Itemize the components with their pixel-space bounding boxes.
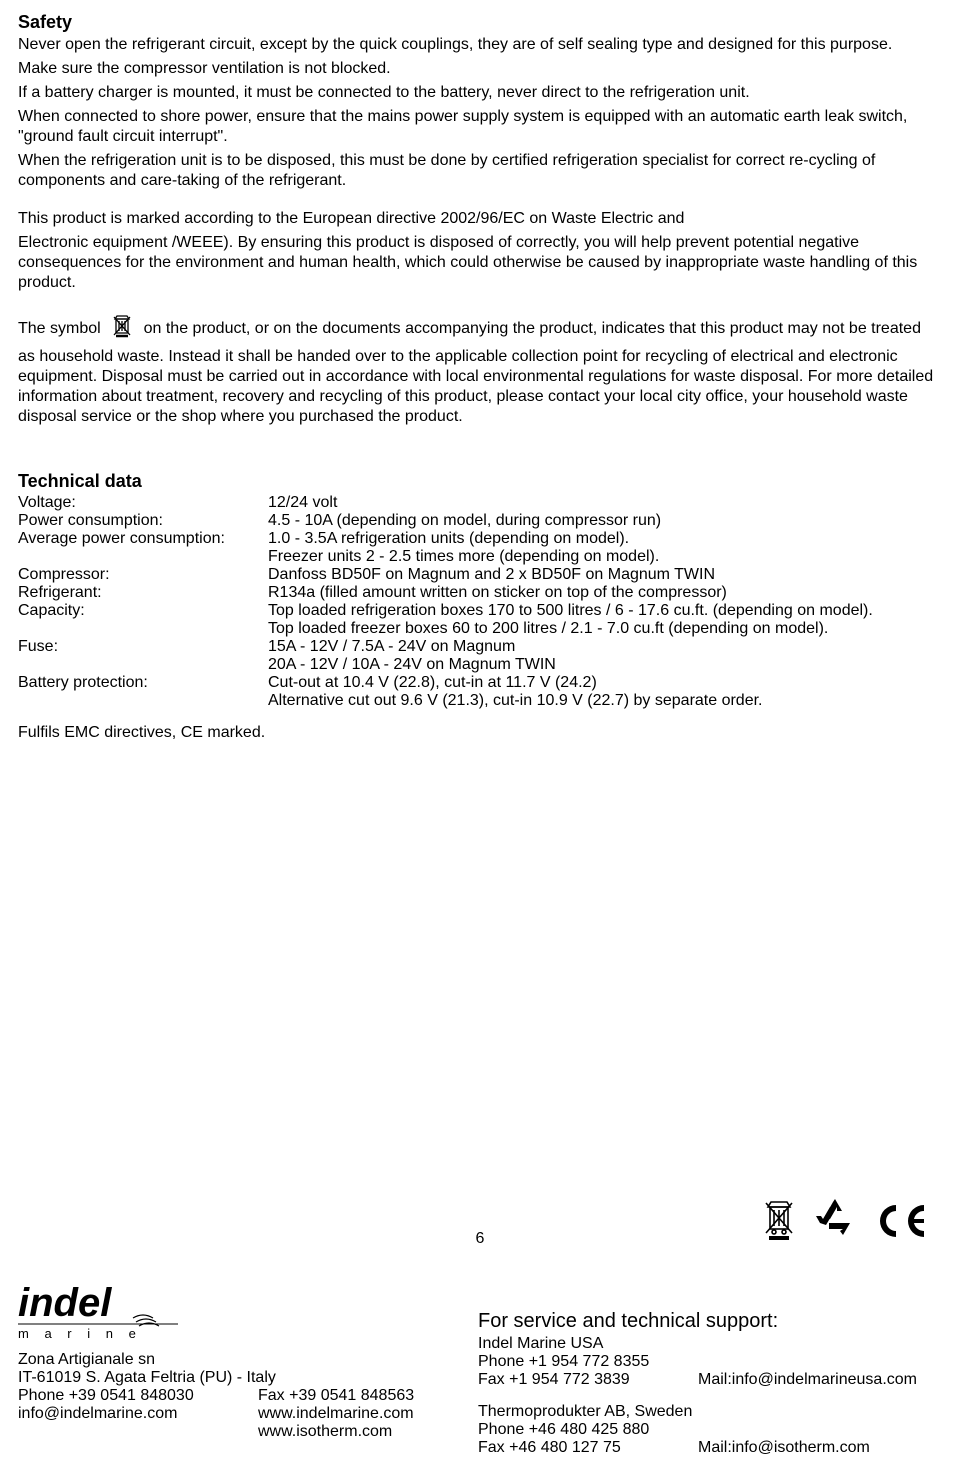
safety-p5: When the refrigeration unit is to be dis… [18, 151, 942, 191]
power-value: 4.5 - 10A (depending on model, during co… [268, 512, 942, 530]
capacity-value-2: Top loaded freezer boxes 60 to 200 litre… [268, 620, 942, 638]
ce-mark-icon [872, 1201, 930, 1246]
refrigerant-label: Refrigerant: [18, 584, 268, 602]
address-line-2: IT-61019 S. Agata Feltria (PU) - Italy [18, 1369, 458, 1387]
usa-mail: Mail:info@indelmarineusa.com [698, 1371, 917, 1389]
web-2: www.isotherm.com [258, 1423, 392, 1441]
safety-p1: Never open the refrigerant circuit, exce… [18, 35, 942, 55]
symbol-paragraph: The symbol on the product, or on the doc… [18, 311, 942, 427]
usa-phone: Phone +1 954 772 8355 [478, 1353, 942, 1371]
safety-p3: If a battery charger is mounted, it must… [18, 83, 942, 103]
power-label: Power consumption: [18, 512, 268, 530]
phone: Phone +39 0541 848030 [18, 1387, 218, 1405]
sweden-mail: Mail:info@isotherm.com [698, 1439, 870, 1457]
capacity-label: Capacity: [18, 602, 268, 620]
compliance-icons [760, 1195, 930, 1246]
capacity-value-1: Top loaded refrigeration boxes 170 to 50… [268, 602, 942, 620]
usa-name: Indel Marine USA [478, 1335, 942, 1353]
safety-p7: Electronic equipment /WEEE). By ensuring… [18, 233, 942, 293]
svg-text:m a r i n e: m a r i n e [18, 1326, 142, 1340]
weee-bin-icon [760, 1195, 798, 1246]
voltage-value: 12/24 volt [268, 494, 942, 512]
fuse-label: Fuse: [18, 638, 268, 656]
safety-p2: Make sure the compressor ventilation is … [18, 59, 942, 79]
footer-right: For service and technical support: Indel… [478, 1280, 942, 1457]
safety-p4: When connected to shore power, ensure th… [18, 107, 942, 147]
service-title: For service and technical support: [478, 1310, 942, 1333]
voltage-label: Voltage: [18, 494, 268, 512]
fuse-value-1: 15A - 12V / 7.5A - 24V on Magnum [268, 638, 942, 656]
refrigerant-value: R134a (filled amount written on sticker … [268, 584, 942, 602]
symbol-pre-text: The symbol [18, 320, 101, 337]
page-number: 6 [476, 1230, 485, 1248]
address-line-1: Zona Artigianale sn [18, 1351, 458, 1369]
footer-left: indel m a r i n e Zona Artigianale sn IT… [18, 1280, 458, 1457]
sweden-name: Thermoprodukter AB, Sweden [478, 1403, 942, 1421]
avg-value-1: 1.0 - 3.5A refrigeration units (dependin… [268, 530, 942, 548]
fax: Fax +39 0541 848563 [258, 1387, 414, 1405]
tech-title: Technical data [18, 471, 942, 492]
indel-logo: indel m a r i n e [18, 1280, 458, 1345]
battery-label: Battery protection: [18, 674, 268, 692]
recycle-icon [812, 1195, 858, 1246]
usa-fax: Fax +1 954 772 3839 [478, 1371, 698, 1389]
sweden-fax: Fax +46 480 127 75 [478, 1439, 698, 1457]
svg-text:indel: indel [18, 1281, 112, 1325]
email: info@indelmarine.com [18, 1405, 218, 1423]
compressor-value: Danfoss BD50F on Magnum and 2 x BD50F on… [268, 566, 942, 584]
weee-bin-icon [109, 311, 135, 347]
safety-title: Safety [18, 12, 942, 33]
fuse-value-2: 20A - 12V / 10A - 24V on Magnum TWIN [268, 656, 942, 674]
battery-value-2: Alternative cut out 9.6 V (21.3), cut-in… [268, 692, 942, 710]
safety-p6: This product is marked according to the … [18, 209, 942, 229]
compressor-label: Compressor: [18, 566, 268, 584]
symbol-post-text: on the product, or on the documents acco… [18, 320, 933, 425]
battery-value-1: Cut-out at 10.4 V (22.8), cut-in at 11.7… [268, 674, 942, 692]
sweden-phone: Phone +46 480 425 880 [478, 1421, 942, 1439]
avg-label: Average power consumption: [18, 530, 268, 548]
emc-statement: Fulfils EMC directives, CE marked. [18, 724, 942, 742]
web-1: www.indelmarine.com [258, 1405, 414, 1423]
avg-value-2: Freezer units 2 - 2.5 times more (depend… [268, 548, 942, 566]
